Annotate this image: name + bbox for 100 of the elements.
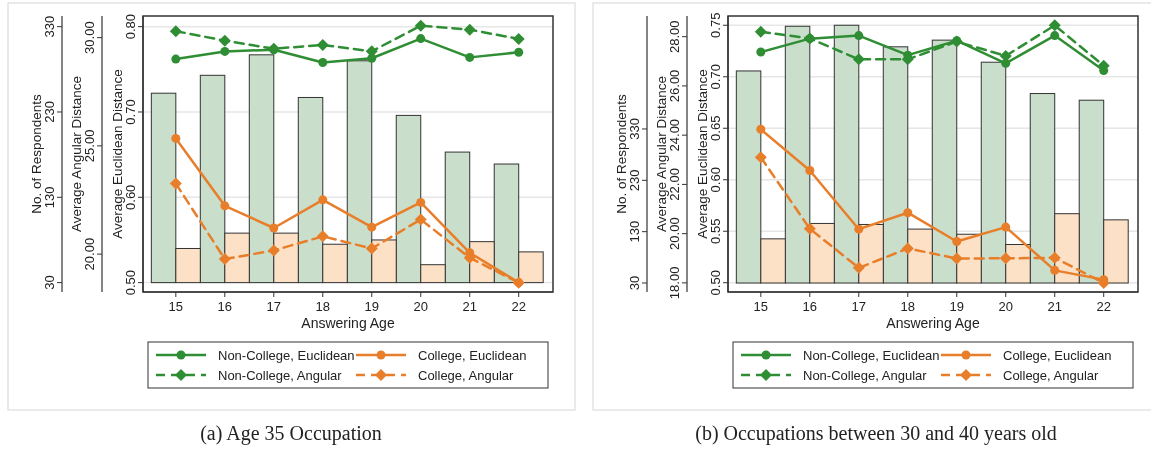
y2-axis-title: Average Angular Distance [69, 76, 84, 232]
point [1048, 19, 1061, 32]
x-tick-label: 22 [511, 299, 526, 314]
point [852, 261, 865, 274]
text: (b) Occupations between 30 and 40 years old [695, 422, 1057, 445]
y-tick-label: 0.70 [123, 99, 138, 125]
point [514, 47, 524, 57]
point [269, 223, 279, 233]
point [852, 53, 865, 66]
y3-tick-label: 30 [42, 275, 57, 290]
point [756, 47, 766, 57]
y3-tick-label: 230 [42, 101, 57, 123]
y3-axis-title: No. of Respondents [614, 94, 629, 214]
x-tick-label: 15 [753, 299, 769, 314]
point [805, 165, 815, 175]
point [1050, 31, 1060, 41]
x-tick-label: 19 [949, 299, 964, 314]
point [218, 253, 231, 266]
point [220, 201, 230, 211]
point [414, 19, 427, 32]
y2-tick-label: 22.00 [667, 168, 682, 201]
y2-tick-label: 30.00 [82, 21, 97, 54]
point [754, 25, 767, 38]
y-tick-label: 0.65 [708, 115, 723, 141]
y3-axis-title: No. of Respondents [29, 94, 44, 214]
point [169, 177, 182, 190]
point [171, 54, 181, 64]
y2-tick-label: 25.00 [82, 129, 97, 163]
x-tick-label: 17 [851, 299, 867, 314]
point [1048, 251, 1061, 264]
x-tick-label: 16 [802, 299, 818, 314]
x-tick-label: 20 [998, 299, 1013, 314]
x-tick-label: 21 [462, 299, 477, 314]
point [854, 224, 864, 234]
point [756, 124, 766, 134]
point [950, 252, 963, 265]
y3-tick-label: 330 [42, 15, 57, 38]
point [1050, 265, 1060, 275]
y2-tick-label: 18.00 [667, 266, 682, 300]
y-tick-label: 0.50 [123, 269, 138, 296]
y2-tick-label: 20.00 [82, 237, 97, 271]
x-tick-label: 22 [1096, 299, 1111, 314]
point [318, 195, 328, 205]
y-tick-label: 0.50 [708, 270, 723, 296]
point [414, 213, 427, 226]
x-tick-label: 16 [217, 299, 233, 314]
y3-tick-label: 230 [627, 169, 642, 192]
point [512, 32, 525, 45]
point [463, 23, 476, 36]
x-tick-label: 19 [364, 299, 379, 314]
legend-label: Non-College, Angular [218, 367, 343, 383]
legend-label: College, Angular [1003, 367, 1100, 383]
point [220, 46, 230, 56]
y3-tick-label: 330 [627, 118, 642, 140]
y3-tick-label: 130 [627, 220, 642, 243]
y-tick-label: 0.70 [708, 64, 723, 90]
point [903, 208, 913, 218]
x-tick-label: 20 [413, 299, 428, 314]
point [901, 242, 914, 255]
y-tick-label: 0.75 [708, 12, 723, 38]
x-axis-title: Answering Age [301, 315, 395, 331]
legend-label: College, Euclidean [418, 347, 527, 363]
point [169, 25, 182, 38]
y-axis-title: Average Euclidean Distance [695, 69, 710, 239]
x-axis-title: Answering Age [886, 315, 980, 331]
point [952, 237, 962, 247]
point [416, 34, 426, 44]
x-tick-label: 15 [168, 299, 184, 314]
point [754, 151, 767, 164]
point [218, 34, 231, 47]
point [465, 52, 475, 62]
y2-tick-label: 24.00 [667, 118, 682, 152]
y-tick-label: 0.60 [123, 184, 138, 210]
point [854, 31, 864, 41]
y3-tick-label: 130 [42, 186, 57, 209]
point [267, 244, 280, 257]
y2-axis-title: Average Angular Distance [654, 76, 669, 232]
point [999, 252, 1012, 265]
y2-tick-label: 28.00 [667, 20, 682, 53]
y2-tick-label: 26.00 [667, 69, 682, 103]
point [416, 197, 426, 207]
x-tick-label: 17 [266, 299, 282, 314]
y3-tick-label: 30 [627, 275, 642, 291]
point [171, 133, 181, 143]
legend-label: Non-College, Angular [803, 367, 928, 383]
y-tick-label: 0.80 [123, 14, 138, 40]
point [316, 39, 329, 52]
text: (a) Age 35 Occupation [200, 422, 382, 445]
legend-label: College, Euclidean [1003, 347, 1112, 363]
point [318, 58, 328, 67]
legend-label: Non-College, Euclidean [803, 347, 940, 363]
point [367, 222, 377, 232]
y-axis-title: Average Euclidean Distance [110, 69, 125, 239]
point [1001, 222, 1011, 232]
legend-label: Non-College, Euclidean [218, 347, 355, 363]
y-tick-label: 0.60 [708, 167, 723, 193]
point [365, 242, 378, 255]
point [316, 230, 329, 243]
x-tick-label: 18 [315, 299, 331, 314]
y-tick-label: 0.55 [708, 218, 723, 244]
